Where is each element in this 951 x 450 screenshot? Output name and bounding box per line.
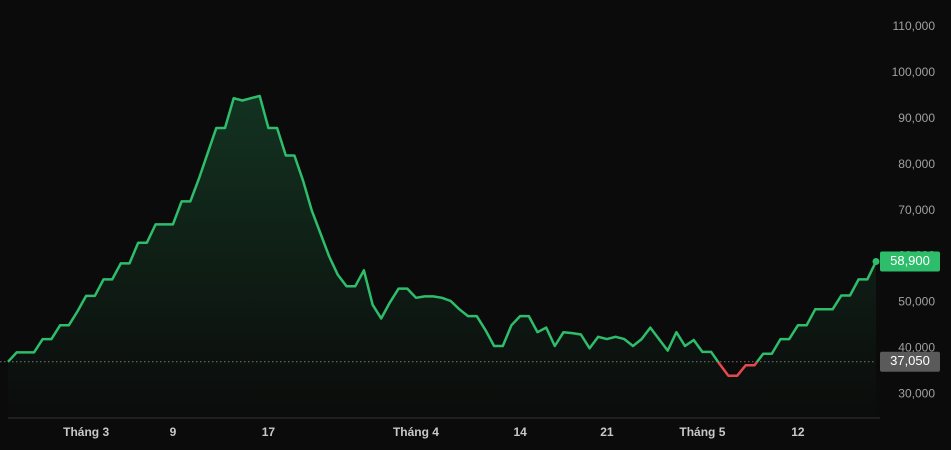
x-tick-label: Tháng 4 <box>393 425 439 439</box>
y-tick-label: 40,000 <box>898 340 935 354</box>
x-tick-label: 21 <box>600 425 614 439</box>
last-price-box <box>880 251 940 272</box>
baseline-label: 37,050 <box>890 353 930 368</box>
area <box>8 95 876 419</box>
last-price-label: 58,900 <box>890 253 930 268</box>
y-tick-label: 80,000 <box>898 157 935 171</box>
y-tick-label: 90,000 <box>898 111 935 125</box>
y-tick-label: 110,000 <box>893 19 936 33</box>
baseline-box <box>880 351 940 372</box>
x-tick-label: 12 <box>791 425 805 439</box>
x-tick-label: Tháng 5 <box>679 425 725 439</box>
x-tick-label: Tháng 3 <box>63 425 109 439</box>
x-tick-label: 17 <box>262 425 276 439</box>
y-tick-label: 70,000 <box>898 203 935 217</box>
y-tick-label: 50,000 <box>898 295 935 309</box>
y-tick-label: 100,000 <box>892 65 936 79</box>
last-point <box>872 258 880 266</box>
y-tick-label: 30,000 <box>898 386 935 400</box>
x-tick-label: 9 <box>170 425 177 439</box>
price-line <box>7 94 878 378</box>
x-tick-label: 14 <box>513 425 527 439</box>
